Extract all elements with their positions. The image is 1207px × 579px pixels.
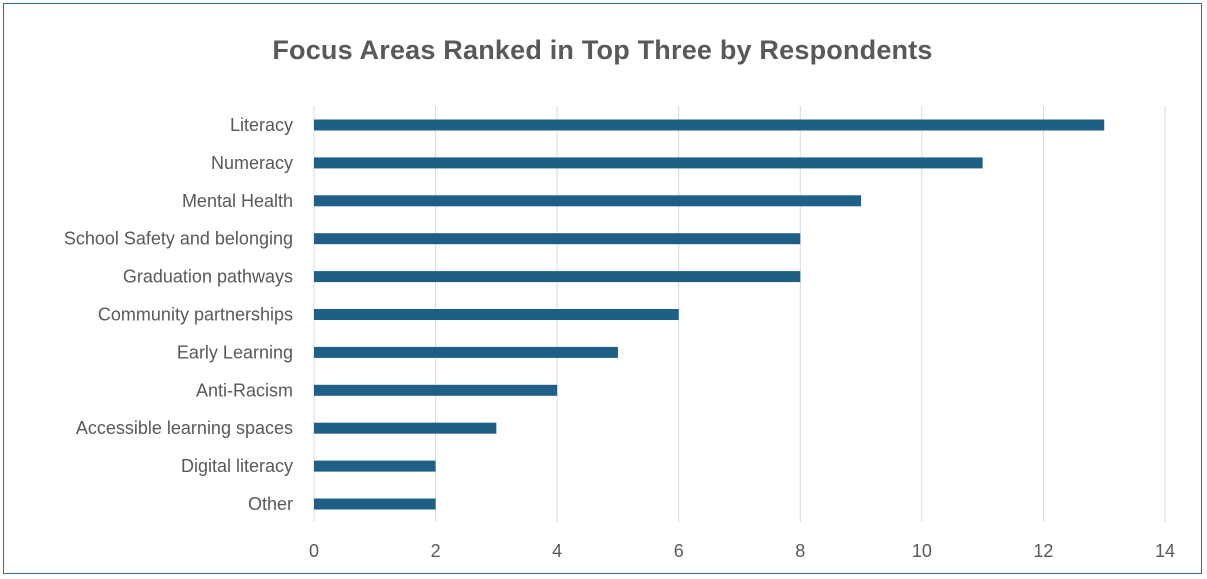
bar-4 — [314, 271, 801, 283]
category-label-6: Early Learning — [177, 342, 293, 362]
x-tick-label-12: 12 — [1033, 541, 1053, 561]
bar-6 — [314, 346, 618, 358]
bar-9 — [314, 460, 436, 472]
x-tick-label-0: 0 — [309, 541, 319, 561]
chart-title: Focus Areas Ranked in Top Three by Respo… — [272, 35, 933, 65]
bar-1 — [314, 157, 983, 169]
category-label-2: Mental Health — [182, 191, 293, 211]
category-label-0: Literacy — [230, 115, 293, 135]
x-tick-label-8: 8 — [795, 541, 805, 561]
category-label-8: Accessible learning spaces — [76, 418, 293, 438]
bar-chart-plot: Literacy Numeracy Mental Health School Safe… — [64, 106, 1175, 561]
category-label-9: Digital literacy — [181, 456, 293, 476]
bar-7 — [314, 384, 558, 396]
bar-8 — [314, 422, 497, 434]
category-label-3: School Safety and belonging — [64, 229, 293, 249]
category-label-7: Anti-Racism — [196, 380, 293, 400]
bar-5 — [314, 309, 679, 320]
bar-0 — [314, 119, 1105, 131]
x-tick-label-6: 6 — [674, 541, 684, 561]
x-tick-label-4: 4 — [552, 541, 562, 561]
category-label-1: Numeracy — [211, 153, 293, 173]
category-label-4: Graduation pathways — [123, 267, 293, 287]
bar-10 — [314, 498, 436, 510]
category-label-10: Other — [248, 494, 293, 514]
chart-frame: Focus Areas Ranked in Top Three by Respo… — [3, 3, 1202, 574]
category-label-5: Community partnerships — [98, 305, 293, 325]
x-tick-label-2: 2 — [431, 541, 441, 561]
bar-2 — [314, 195, 862, 207]
x-tick-label-10: 10 — [912, 541, 932, 561]
bar-3 — [314, 233, 801, 245]
x-tick-label-14: 14 — [1155, 541, 1175, 561]
